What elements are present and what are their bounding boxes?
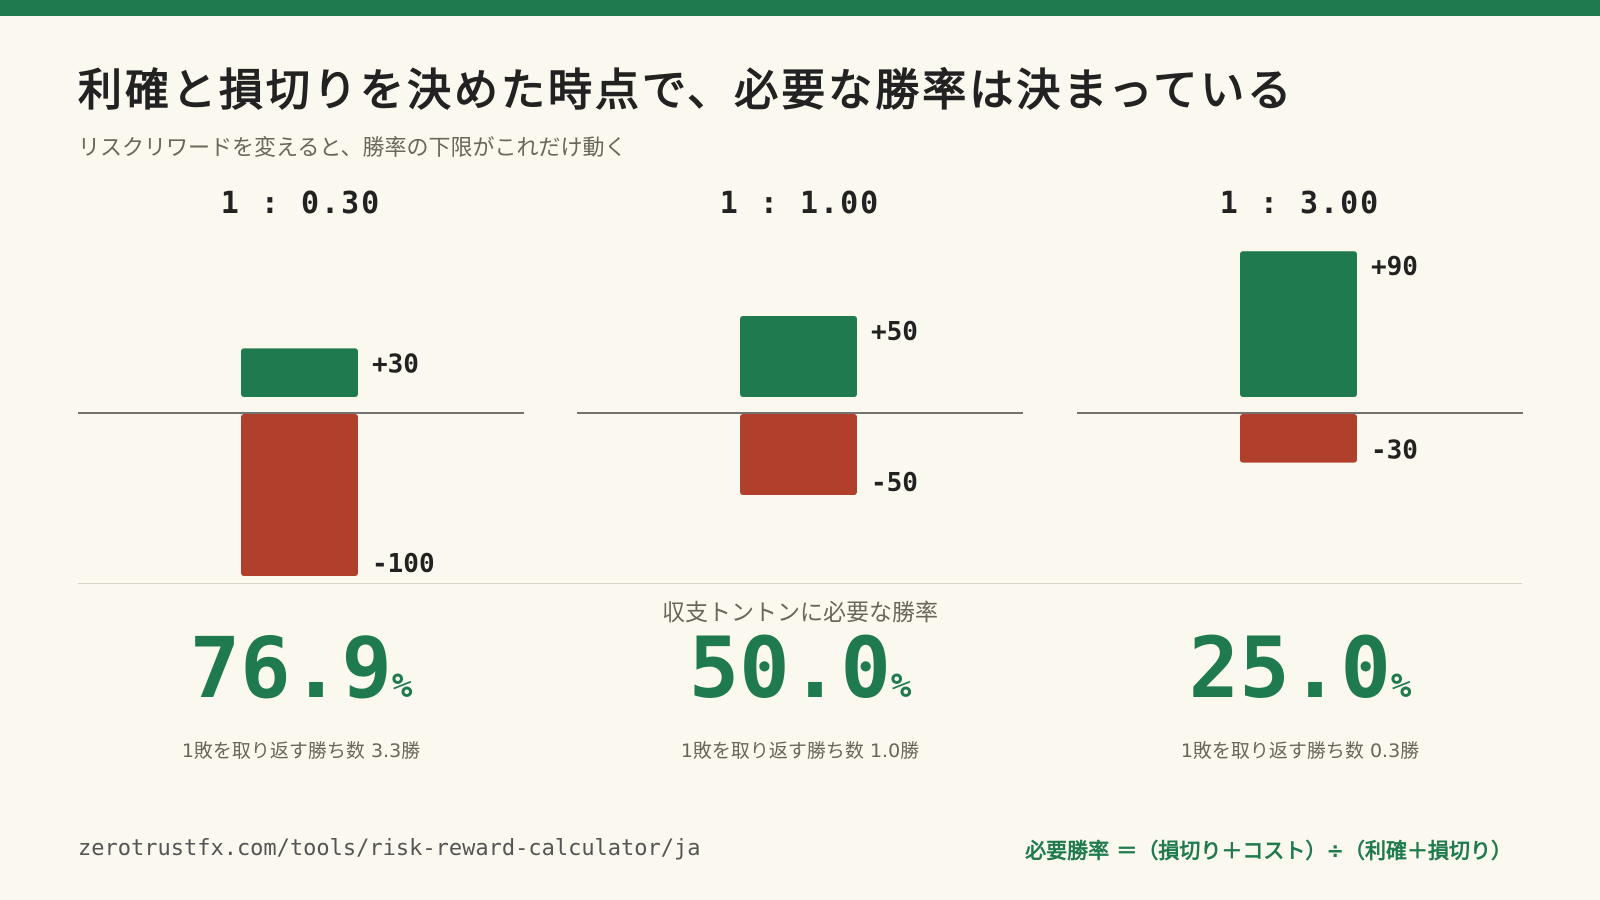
bar-chart: +90 -30	[1077, 251, 1523, 466]
ratio-label: 1 : 1.00	[719, 186, 881, 221]
result-3: 25.0% 1敗を取り返す勝ち数 0.3勝	[1077, 622, 1523, 763]
win-rate-value: 50.0	[688, 619, 891, 717]
loss-label: -100	[372, 549, 435, 579]
profit-bar	[1240, 251, 1357, 397]
required-win-rate: 76.9%	[78, 622, 524, 732]
result-1: 76.9% 1敗を取り返す勝ち数 3.3勝	[78, 622, 524, 763]
profit-label: +90	[1371, 252, 1418, 282]
loss-label: -50	[871, 468, 918, 498]
result-2: 50.0% 1敗を取り返す勝ち数 1.0勝	[577, 622, 1023, 763]
wins-to-recover: 1敗を取り返す勝ち数 3.3勝	[181, 740, 421, 762]
top-accent-bar	[0, 0, 1600, 16]
loss-bar	[1240, 414, 1357, 463]
breakeven-caption: 収支トントンに必要な勝率	[662, 600, 938, 626]
ratio-label: 1 : 0.30	[220, 186, 382, 221]
loss-label: -30	[1371, 436, 1418, 466]
chart-panel-1: 1 : 0.30 +30 -100	[78, 180, 524, 580]
required-win-rate: 25.0%	[1077, 622, 1523, 732]
loss-bar	[241, 414, 358, 576]
wins-to-recover: 1敗を取り返す勝ち数 0.3勝	[1180, 740, 1420, 762]
page-subtitle: リスクリワードを変えると、勝率の下限がこれだけ動く	[78, 136, 627, 161]
formula-text: 必要勝率 ＝（損切り＋コスト）÷（利確＋損切り）	[1025, 839, 1512, 863]
profit-label: +50	[871, 317, 918, 347]
bar-chart: +30 -100	[78, 348, 524, 579]
chart-panel-3: 1 : 3.00 +90 -30	[1077, 180, 1523, 580]
profit-label: +30	[372, 349, 419, 379]
wins-to-recover: 1敗を取り返す勝ち数 1.0勝	[680, 740, 920, 762]
win-rate-value: 76.9	[189, 619, 392, 717]
required-win-rate: 50.0%	[577, 622, 1023, 732]
profit-bar	[241, 348, 358, 397]
loss-bar	[740, 414, 857, 495]
ratio-label: 1 : 3.00	[1219, 186, 1381, 221]
chart-panel-2: 1 : 1.00 +50 -50	[577, 180, 1023, 580]
source-url: zerotrustfx.com/tools/risk-reward-calcul…	[78, 836, 701, 861]
bar-chart: +50 -50	[577, 316, 1023, 498]
profit-bar	[740, 316, 857, 397]
percent-sign: %	[1390, 666, 1412, 706]
win-rate-value: 25.0	[1188, 619, 1391, 717]
percent-sign: %	[391, 666, 413, 706]
page-title: 利確と損切りを決めた時点で、必要な勝率は決まっている	[78, 65, 1295, 116]
percent-sign: %	[890, 666, 912, 706]
section-divider	[78, 583, 1522, 584]
